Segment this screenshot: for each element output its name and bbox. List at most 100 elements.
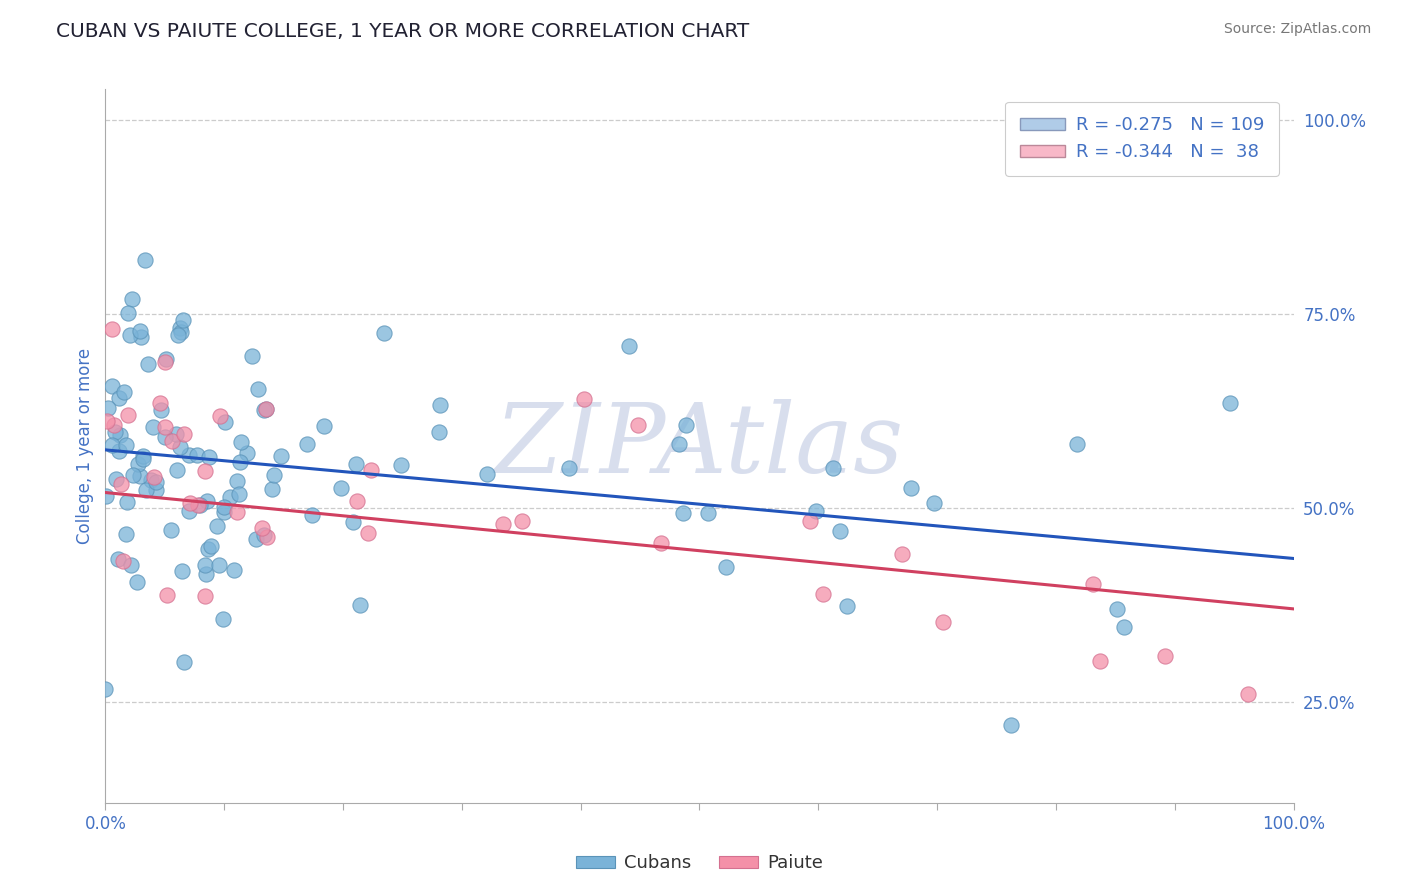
Point — [254, 401, 277, 416]
Point — [714, 559, 737, 574]
Point — [179, 496, 201, 510]
Point — [129, 330, 152, 344]
Point — [212, 500, 235, 514]
Point — [931, 615, 953, 629]
Point — [697, 506, 720, 520]
Point — [1236, 687, 1258, 701]
Point — [195, 567, 218, 582]
Point — [1112, 620, 1135, 634]
Point — [94, 681, 117, 696]
Point — [627, 417, 650, 432]
Point — [169, 321, 191, 335]
Point — [205, 519, 228, 533]
Point — [131, 452, 153, 467]
Point — [117, 495, 139, 509]
Point — [360, 463, 382, 477]
Point — [186, 448, 208, 462]
Point — [668, 437, 690, 451]
Point — [330, 481, 353, 495]
Point — [226, 475, 249, 489]
Point — [344, 457, 367, 471]
Point — [830, 524, 852, 539]
Point — [118, 327, 141, 342]
Point — [1090, 654, 1112, 668]
Point — [173, 426, 195, 441]
Point — [160, 434, 183, 448]
Point — [558, 461, 581, 475]
Point — [574, 392, 596, 406]
Point — [357, 526, 380, 541]
Point — [170, 564, 193, 578]
Point — [200, 539, 222, 553]
Point — [132, 449, 155, 463]
Point — [346, 493, 368, 508]
Point — [799, 514, 821, 528]
Point — [179, 503, 201, 517]
Point — [1107, 601, 1129, 615]
Point — [228, 487, 250, 501]
Point — [149, 396, 172, 410]
Point — [142, 419, 165, 434]
Point — [1219, 396, 1241, 410]
Point — [510, 514, 533, 528]
Point — [114, 438, 136, 452]
Point — [96, 415, 118, 429]
Point — [389, 458, 412, 472]
Point — [107, 391, 129, 405]
Y-axis label: College, 1 year or more: College, 1 year or more — [76, 348, 94, 544]
Point — [170, 325, 193, 339]
Point — [254, 402, 277, 417]
Point — [301, 508, 323, 522]
Point — [169, 440, 191, 454]
Point — [187, 499, 209, 513]
Point — [107, 551, 129, 566]
Point — [121, 468, 143, 483]
Point — [172, 313, 194, 327]
Point — [231, 435, 253, 450]
Point — [619, 339, 641, 353]
Point — [312, 419, 335, 434]
Point — [104, 425, 127, 439]
Legend: Cubans, Paiute: Cubans, Paiute — [568, 847, 831, 880]
Point — [208, 409, 231, 424]
Point — [922, 496, 945, 510]
Point — [115, 526, 138, 541]
Point — [101, 378, 124, 392]
Point — [117, 306, 139, 320]
Point — [212, 505, 235, 519]
Point — [153, 355, 176, 369]
Point — [477, 467, 499, 482]
Point — [135, 483, 157, 497]
Point — [236, 445, 259, 459]
Point — [295, 436, 318, 450]
Point — [900, 481, 922, 495]
Point — [891, 547, 914, 561]
Point — [811, 587, 834, 601]
Point — [110, 477, 132, 491]
Point — [373, 326, 395, 340]
Point — [167, 327, 190, 342]
Point — [429, 398, 451, 412]
Point — [229, 455, 252, 469]
Point — [246, 383, 269, 397]
Text: ZIPAtlas: ZIPAtlas — [495, 399, 904, 493]
Point — [128, 468, 150, 483]
Point — [127, 457, 149, 471]
Point — [198, 450, 221, 465]
Point — [155, 351, 177, 366]
Point — [166, 463, 188, 477]
Point — [263, 468, 285, 483]
Point — [650, 536, 672, 550]
Point — [97, 401, 120, 415]
Point — [153, 420, 176, 434]
Point — [197, 541, 219, 556]
Point — [253, 528, 276, 542]
Point — [270, 449, 292, 463]
Point — [253, 403, 276, 417]
Point — [165, 426, 187, 441]
Point — [195, 493, 218, 508]
Point — [101, 322, 124, 336]
Text: Source: ZipAtlas.com: Source: ZipAtlas.com — [1223, 22, 1371, 37]
Point — [1083, 577, 1105, 591]
Point — [837, 599, 859, 614]
